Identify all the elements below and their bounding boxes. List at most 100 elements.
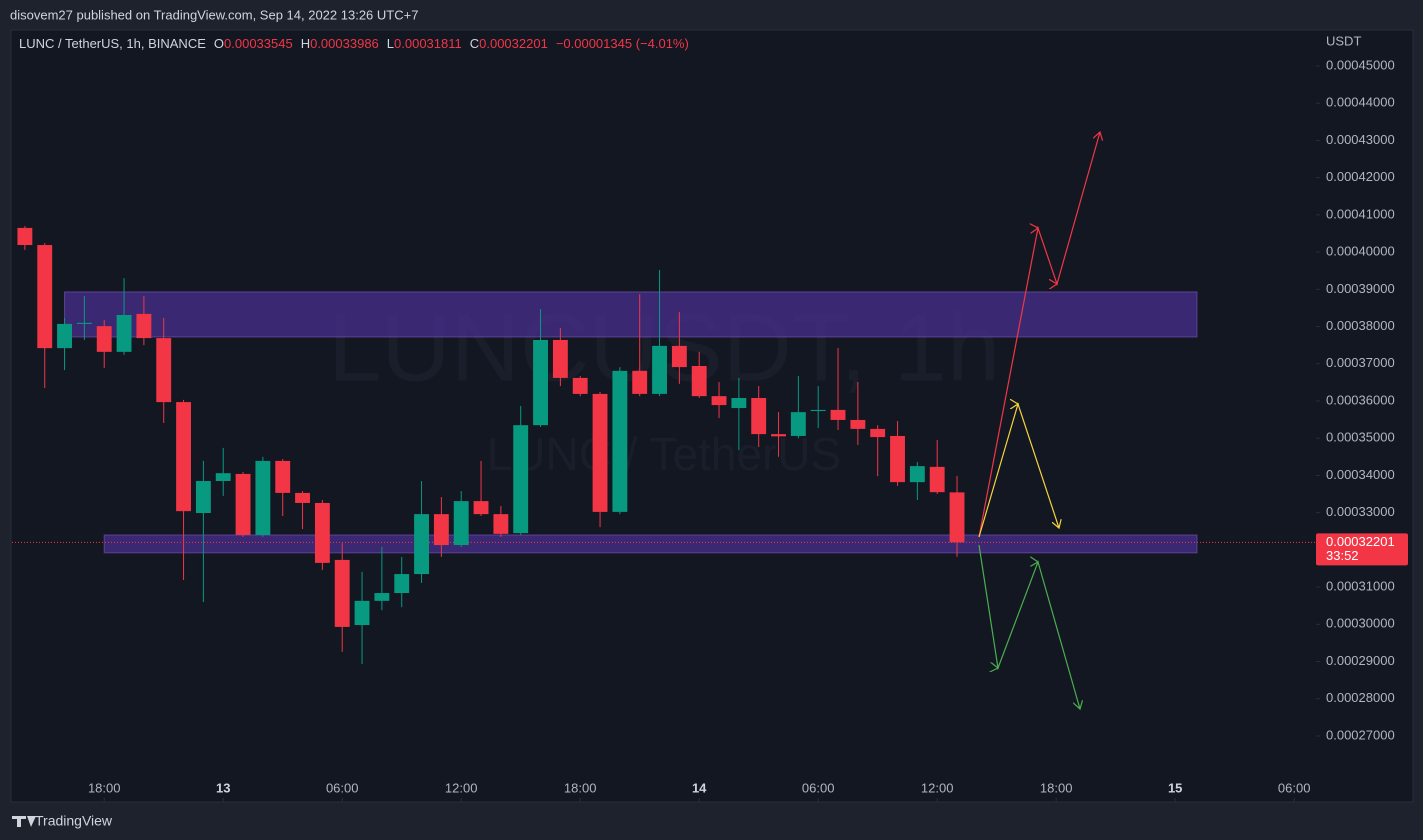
candle-body [830,409,846,420]
candle-body [96,326,112,352]
symbol: LUNC / TetherUS, 1h, BINANCE [19,36,206,51]
y-tick-label: 0.00044000 [1326,95,1395,110]
drawing-arrow [978,132,1100,538]
candle-body [354,600,370,626]
candle-body [612,370,628,512]
candle-body [493,514,509,534]
x-tick-label: 18:00 [88,780,121,795]
y-axis-label: USDT [1326,33,1361,48]
legend-value: 0.00032201 [479,36,548,51]
y-tick-label: 0.00029000 [1326,653,1395,668]
y-tick-label: 0.00041000 [1326,206,1395,221]
candle-body [711,396,727,406]
brand: TradingView [35,813,113,829]
candle-body [176,402,191,512]
candle-body [374,593,390,601]
x-tick-label: 12:00 [921,780,954,795]
x-tick-label: 18:00 [1040,780,1073,795]
legend-label: C [470,36,479,51]
x-tick-label: 13 [216,780,230,795]
last-price-label: 0.00032201 [1326,534,1395,549]
candle-body [394,574,410,594]
x-tick-label: 14 [692,780,707,795]
x-tick-label: 06:00 [802,780,835,795]
legend-value: 0.00033545 [224,36,293,51]
candle-body [751,398,767,435]
logo [12,816,36,827]
candle-body [592,393,608,512]
y-tick-label: 0.00027000 [1326,727,1395,742]
legend-change: −0.00001345 (−4.01%) [556,36,689,51]
chart-pane [10,29,1414,803]
legend-label: L [387,36,394,51]
candle-body [295,492,310,503]
candle-body [870,428,886,438]
candle-body [433,514,449,546]
y-tick-label: 0.00045000 [1326,57,1395,72]
x-tick-label: 18:00 [564,780,597,795]
candle-body [17,227,33,246]
y-tick-label: 0.00028000 [1326,690,1395,705]
zone [64,291,1198,338]
candle-body [334,559,350,627]
x-tick-label: 15 [1168,780,1182,795]
candle-body [37,245,53,349]
candle-body [136,313,152,339]
y-tick-label: 0.00035000 [1326,430,1395,445]
legend: LUNC / TetherUS, 1h, BINANCE O0.00033545 H… [19,36,689,51]
candle-body [671,345,687,368]
candle-body [949,492,965,543]
candle-body [890,435,905,483]
candle-body [652,345,667,394]
legend-value: 0.00031811 [394,36,462,51]
y-tick-label: 0.00039000 [1326,281,1395,296]
candle-body [473,501,489,515]
candle-body [909,466,925,483]
candle-body [533,339,548,426]
candle-body [572,377,588,394]
candle-body [57,323,72,349]
legend-value: 0.00033986 [310,36,379,51]
candle-body [76,322,92,324]
candle-body [771,434,786,437]
candle-body [850,419,866,429]
candle-body [552,339,568,378]
y-tick-label: 0.00043000 [1326,132,1395,147]
candle-body [731,398,747,409]
candle-body [314,502,330,563]
y-tick-label: 0.00040000 [1326,244,1395,259]
candle-body [513,425,529,534]
y-tick-label: 0.00031000 [1326,579,1395,594]
candle-body [691,365,707,397]
candle-body [255,460,271,535]
header-text: disovem27 published on TradingView.com, … [10,7,418,22]
zone [103,534,1198,554]
countdown: 33:52 [1326,548,1359,563]
drawing-arrow [978,404,1059,538]
y-tick-label: 0.00030000 [1326,616,1395,631]
x-tick-label: 06:00 [326,780,359,795]
y-tick-label: 0.00038000 [1326,318,1395,333]
candle-body [235,473,251,535]
candle-body [414,514,429,575]
candle-body [275,460,291,493]
drawing-arrow [978,544,1080,709]
legend-label: O [214,36,224,51]
y-tick-label: 0.00034000 [1326,467,1395,482]
x-tick-label: 06:00 [1278,780,1311,795]
x-tick-label: 12:00 [445,780,478,795]
candle-body [810,409,826,412]
last-price-box [1316,533,1408,566]
candle-body [632,370,648,394]
legend-label: H [301,36,310,51]
candle-body [453,501,469,546]
candle-body [215,473,231,482]
y-tick-label: 0.00042000 [1326,169,1395,184]
y-tick-label: 0.00037000 [1326,355,1395,370]
y-tick-label: 0.00033000 [1326,504,1395,519]
candle-body [156,338,172,403]
candle-body [195,481,211,514]
y-tick-label: 0.00036000 [1326,392,1395,407]
